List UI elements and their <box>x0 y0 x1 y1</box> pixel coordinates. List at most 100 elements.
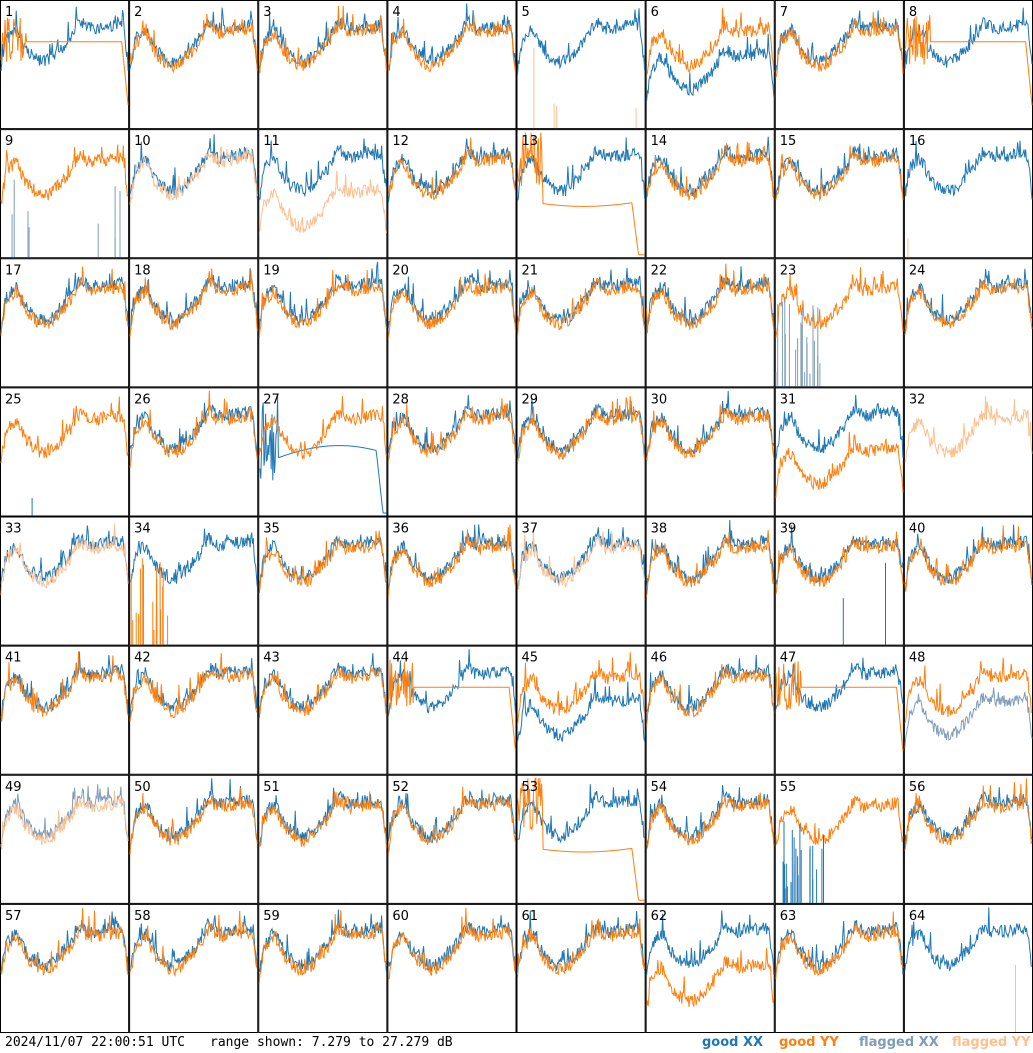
panel-label: 11 <box>263 134 280 149</box>
series-xx-line <box>517 674 646 742</box>
panel-49: 49 <box>0 774 130 904</box>
panel-18: 18 <box>129 258 259 388</box>
panel-frame <box>387 258 517 388</box>
panel-frame <box>516 774 646 904</box>
panel-label: 53 <box>522 780 539 795</box>
panel-label: 44 <box>392 651 409 666</box>
series-yy-line <box>775 12 904 78</box>
panel-frame <box>516 903 646 1033</box>
panel-54: 54 <box>645 774 775 904</box>
series-yy-line <box>904 525 1033 592</box>
panel-label: 51 <box>263 780 280 795</box>
panel-64: 64 <box>903 903 1033 1033</box>
series-yy-line <box>0 144 129 205</box>
series-yy-line <box>258 791 387 848</box>
panel-17: 17 <box>0 258 130 388</box>
series-yy-line <box>258 910 387 984</box>
legend-flagged-xx: flagged XX <box>859 1035 939 1050</box>
series-xx-line <box>517 784 646 844</box>
panel-label: 50 <box>134 780 151 795</box>
panel-frame <box>129 258 259 388</box>
panel-frame <box>387 0 517 130</box>
panel-label: 9 <box>5 134 13 149</box>
panel-frame <box>129 387 259 517</box>
panel-frame <box>0 387 130 517</box>
panel-11: 11 <box>258 129 388 259</box>
series-xx-line <box>646 390 775 462</box>
series-yy-line <box>259 530 387 590</box>
legend-good-xx: good XX <box>702 1035 764 1050</box>
series-yy-line <box>387 907 516 980</box>
panel-label: 43 <box>263 651 280 666</box>
panel-frame <box>0 645 130 775</box>
panel-label: 45 <box>522 651 539 666</box>
series-yy-line <box>775 267 904 339</box>
panel-frame <box>516 645 646 775</box>
series-xx-line <box>775 143 904 197</box>
series-xx-line <box>0 6 129 72</box>
panel-37: 37 <box>516 516 646 646</box>
series-yy-line <box>517 528 646 590</box>
series-xx-line <box>258 12 387 70</box>
panel-22: 22 <box>645 258 775 388</box>
panel-55: 55 <box>774 774 904 904</box>
panel-14: 14 <box>645 129 775 259</box>
panel-2: 2 <box>129 0 259 130</box>
panel-23: 23 <box>774 258 904 388</box>
panel-label: 52 <box>392 780 409 795</box>
panel-label: 22 <box>651 263 668 278</box>
panel-label: 29 <box>522 392 539 407</box>
panel-label: 42 <box>134 651 151 666</box>
panel-56: 56 <box>903 774 1033 904</box>
panel-52: 52 <box>387 774 517 904</box>
series-xx-line <box>387 3 516 71</box>
panel-label: 5 <box>522 5 530 20</box>
panel-label: 62 <box>651 909 668 924</box>
panel-frame <box>903 0 1033 130</box>
panel-frame <box>258 387 388 517</box>
panel-39: 39 <box>774 516 904 646</box>
series-yy-line <box>129 787 258 855</box>
series-xx-line <box>387 789 516 843</box>
panel-19: 19 <box>258 258 388 388</box>
panel-frame <box>774 516 904 646</box>
legend-flagged-yy: flagged YY <box>952 1035 1031 1050</box>
panel-label: 2 <box>134 5 142 20</box>
panel-label: 59 <box>263 909 280 924</box>
series-yy-line <box>646 792 775 848</box>
panel-8: 8 <box>903 0 1033 130</box>
panel-frame <box>387 516 517 646</box>
panel-53: 53 <box>516 774 646 904</box>
series-yy-line <box>775 145 904 202</box>
panel-label: 20 <box>392 263 409 278</box>
series-yy-line <box>517 277 646 339</box>
series-xx-line <box>0 911 129 973</box>
panel-frame <box>774 129 904 259</box>
series-yy-line <box>259 666 387 716</box>
timestamp: 2024/11/07 22:00:51 UTC <box>5 1035 186 1050</box>
panel-36: 36 <box>387 516 517 646</box>
panel-label: 1 <box>5 5 13 20</box>
series-yy-line <box>904 15 1033 106</box>
panel-frame <box>258 645 388 775</box>
series-yy-line <box>904 657 1033 724</box>
series-yy-line <box>775 531 904 595</box>
panel-label: 13 <box>522 134 539 149</box>
panel-frame <box>516 516 646 646</box>
panel-3: 3 <box>258 0 388 130</box>
panel-60: 60 <box>387 903 517 1033</box>
panel-35: 35 <box>258 516 388 646</box>
panel-label: 31 <box>780 392 797 407</box>
series-yy-line <box>129 652 258 721</box>
series-yy-line <box>387 786 516 855</box>
panel-7: 7 <box>774 0 904 130</box>
series-xx-line <box>775 920 904 975</box>
series-xx-line <box>129 658 258 721</box>
series-yy-line <box>775 431 904 499</box>
panel-label: 46 <box>651 651 668 666</box>
panel-frame <box>516 258 646 388</box>
panel-label: 37 <box>522 522 539 537</box>
panel-frame <box>387 903 517 1033</box>
panel-frame <box>645 0 775 130</box>
panel-label: 36 <box>392 522 409 537</box>
